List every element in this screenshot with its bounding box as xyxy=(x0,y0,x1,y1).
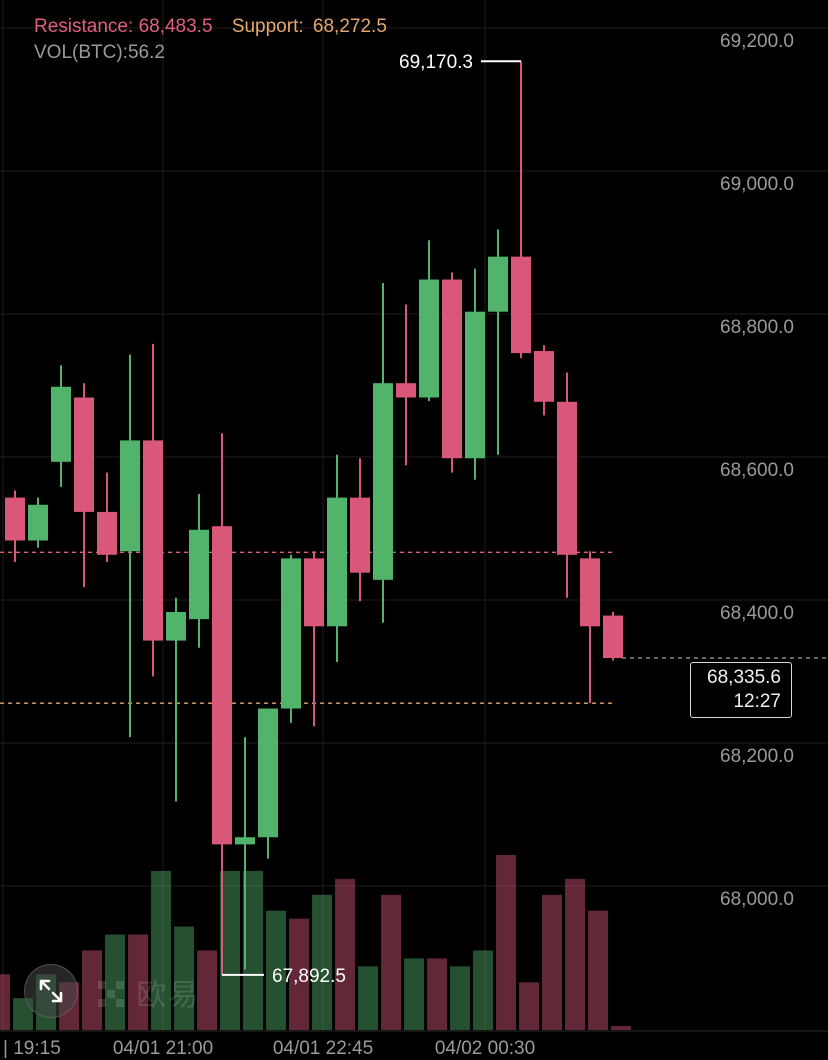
x-tick-label: 04/01 22:45 xyxy=(273,1038,373,1059)
candle-body xyxy=(465,311,485,459)
volume-bar xyxy=(151,870,172,1030)
candle-body xyxy=(235,837,255,845)
candle-body xyxy=(534,351,554,402)
support-resistance-lines xyxy=(0,551,828,704)
y-tick-label: 68,600.0 xyxy=(720,460,794,481)
volume-bar xyxy=(0,974,11,1030)
indicator-header: Resistance: 68,483.5 Support: 68,272.5 xyxy=(34,16,387,38)
candle-body xyxy=(419,279,439,398)
candle-body xyxy=(442,279,462,459)
volume-bar xyxy=(588,910,609,1030)
volume-bar xyxy=(266,910,287,1030)
watermark: 欧易 xyxy=(96,970,200,1014)
volume-bar xyxy=(519,982,540,1030)
candle-body xyxy=(51,386,71,462)
volume-bar xyxy=(473,950,494,1030)
y-tick-label: 68,400.0 xyxy=(720,603,794,624)
y-tick-label: 69,200.0 xyxy=(720,31,794,52)
x-tick-label: 04/01 21:00 xyxy=(113,1038,213,1059)
resistance-label: Resistance: xyxy=(34,16,134,37)
candle-body xyxy=(28,504,48,541)
y-tick-label: 68,800.0 xyxy=(720,317,794,338)
volume-bar xyxy=(358,966,379,1030)
volume-bar xyxy=(105,934,126,1030)
volume-bar xyxy=(82,950,103,1030)
candle-countdown: 12:27 xyxy=(733,691,781,712)
x-tick-label: | 19:15 xyxy=(3,1038,61,1059)
candle-body xyxy=(488,256,508,312)
extreme-markers: 69,170.3 67,892.5 xyxy=(222,52,521,987)
volume-label: VOL(BTC):56.2 xyxy=(34,42,165,63)
candle-body xyxy=(74,397,94,512)
candle-body xyxy=(396,383,416,398)
current-price-box: 68,335.6 12:27 xyxy=(690,662,792,718)
axis-labels: 69,200.0 69,000.0 68,800.0 68,600.0 68,400.0… xyxy=(3,31,794,1059)
volume-bar xyxy=(611,1026,632,1030)
y-tick-label: 68,200.0 xyxy=(720,746,794,767)
volume-bar xyxy=(335,878,356,1030)
candle-body xyxy=(603,615,623,659)
volume-bar xyxy=(565,878,586,1030)
y-tick-label: 69,000.0 xyxy=(720,174,794,195)
candle-body xyxy=(120,440,140,552)
candle-body xyxy=(189,529,209,620)
volume-bars xyxy=(0,855,632,1030)
expand-icon xyxy=(39,979,63,1003)
candle-body xyxy=(304,558,324,627)
volume-bar xyxy=(243,870,264,1030)
candle-body xyxy=(511,256,531,354)
volume-bar xyxy=(289,918,310,1030)
candle-body xyxy=(327,497,347,627)
candle-body xyxy=(212,526,232,845)
candle-body xyxy=(97,511,117,555)
volume-bar xyxy=(542,894,563,1030)
support-label: Support: xyxy=(231,16,304,37)
volume-bar xyxy=(496,855,517,1030)
candle-body xyxy=(580,558,600,627)
volume-bar xyxy=(197,950,218,1030)
volume-bar xyxy=(427,958,448,1030)
low-marker-label: 67,892.5 xyxy=(272,966,346,987)
candle-body xyxy=(5,497,25,541)
volume-bar xyxy=(312,894,333,1030)
candle-body xyxy=(281,558,301,709)
candle-body xyxy=(258,708,278,838)
x-tick-label: 04/02 00:30 xyxy=(435,1038,535,1059)
candle-body xyxy=(143,440,163,641)
current-price: 68,335.6 xyxy=(707,667,781,688)
okx-logo xyxy=(98,981,124,1007)
y-tick-label: 68,000.0 xyxy=(720,889,794,910)
volume-bar xyxy=(381,894,402,1030)
candle-body xyxy=(557,401,577,555)
resistance-value: 68,483.5 xyxy=(138,16,213,37)
volume-bar xyxy=(128,934,149,1030)
candles xyxy=(5,61,623,975)
volume-bar xyxy=(174,926,195,1030)
expand-button[interactable] xyxy=(24,964,78,1018)
candle-body xyxy=(373,383,393,580)
candle-body xyxy=(166,612,186,641)
volume-bar xyxy=(220,870,241,1030)
volume-bar xyxy=(404,958,425,1030)
watermark-text: 欧易 xyxy=(136,979,201,1012)
candle-body xyxy=(350,497,370,573)
volume-bar xyxy=(450,966,471,1030)
high-marker-label: 69,170.3 xyxy=(399,52,473,73)
support-value: 68,272.5 xyxy=(312,16,387,37)
